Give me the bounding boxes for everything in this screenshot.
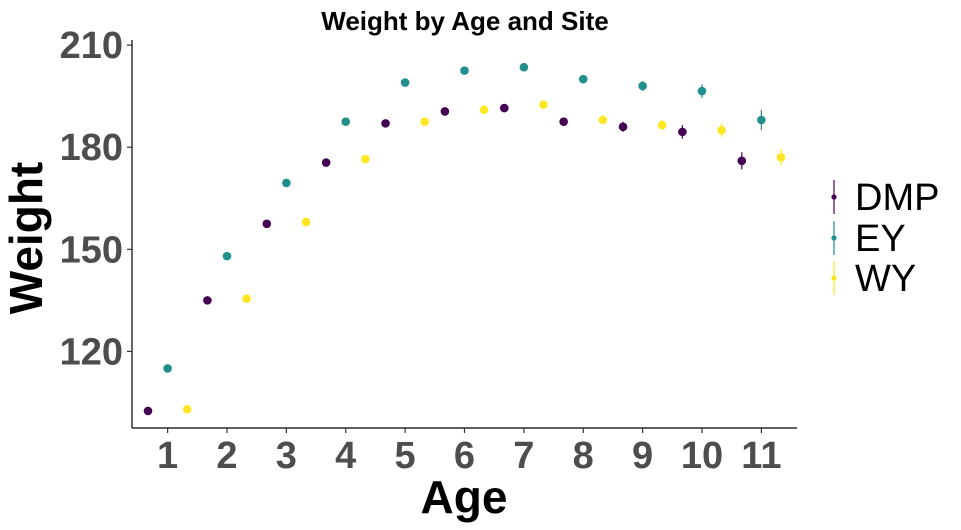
- x-tick-label: 8: [573, 435, 594, 477]
- point-ey-age-11: [757, 115, 766, 125]
- point-wy-age-1: [182, 404, 192, 414]
- point-dmp-age-4: [321, 158, 331, 167]
- point-wy-age-2: [242, 294, 251, 303]
- point-ey-age-5: [400, 78, 410, 87]
- point-ey-age-1: [163, 364, 172, 373]
- x-tick-label: 10: [681, 435, 723, 477]
- x-axis: 1 2 3 4 5 6 7 8 9 10 11: [157, 428, 781, 477]
- x-tick-label: 2: [216, 435, 237, 477]
- point-ey-age-2: [222, 251, 232, 261]
- point-dmp-age-2: [203, 296, 212, 305]
- point-ey-age-3: [282, 178, 291, 188]
- legend-marker-dmp: [831, 194, 837, 200]
- point-wy-age-5: [420, 117, 430, 126]
- x-axis-label: Age: [421, 471, 508, 523]
- chart-title: Weight by Age and Site: [321, 6, 608, 36]
- point-ey-age-8: [578, 74, 588, 84]
- point-wy-age-6: [479, 105, 489, 115]
- point-dmp-age-8: [559, 117, 568, 126]
- point-dmp-age-7: [499, 103, 509, 113]
- point-ey-age-4: [341, 117, 351, 126]
- point-dmp-age-9: [618, 122, 628, 132]
- point-dmp-age-3: [262, 219, 272, 229]
- y-tick-label: 210: [60, 25, 123, 67]
- legend-label-ey: EY: [855, 218, 906, 260]
- plot-area: [143, 62, 786, 416]
- point-dmp-age-6: [440, 107, 450, 116]
- point-wy-age-4: [361, 154, 370, 164]
- legend-label-dmp: DMP: [855, 177, 939, 219]
- y-axis-label: Weight: [0, 162, 52, 314]
- point-wy-age-8: [598, 115, 608, 125]
- point-wy-age-11: [776, 153, 786, 162]
- point-ey-age-10: [697, 86, 707, 96]
- legend-label-wy: WY: [855, 258, 916, 300]
- point-ey-age-6: [460, 66, 469, 75]
- y-tick-label: 180: [60, 127, 123, 169]
- legend-marker-ey: [831, 235, 837, 241]
- point-wy-age-9: [657, 120, 667, 130]
- x-tick-label: 7: [513, 435, 534, 477]
- x-tick-label: 1: [157, 435, 178, 477]
- point-wy-age-3: [301, 217, 311, 227]
- x-tick-label: 6: [454, 435, 475, 477]
- y-tick-label: 150: [60, 229, 123, 271]
- legend-marker-wy: [831, 275, 837, 281]
- x-tick-label: 5: [395, 435, 416, 477]
- point-ey-age-9: [638, 81, 647, 91]
- point-wy-age-10: [717, 125, 726, 135]
- point-dmp-age-5: [381, 119, 390, 128]
- x-tick-label: 9: [632, 435, 653, 477]
- y-axis: 120 150 180 210: [60, 25, 132, 373]
- x-tick-label: 11: [741, 435, 781, 477]
- point-dmp-age-10: [678, 127, 687, 137]
- x-tick-label: 3: [276, 435, 297, 477]
- point-ey-age-7: [519, 62, 529, 72]
- point-dmp-age-11: [737, 156, 747, 166]
- x-tick-label: 4: [335, 435, 356, 477]
- point-dmp-age-1: [143, 406, 153, 416]
- point-wy-age-7: [539, 100, 548, 109]
- y-tick-label: 120: [60, 331, 123, 373]
